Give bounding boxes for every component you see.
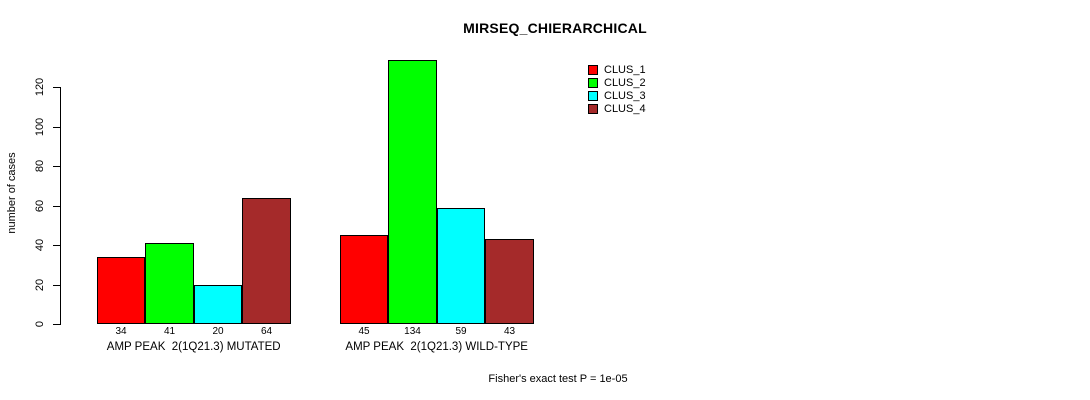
bar-clus_3-group2 [437, 208, 485, 324]
y-tick-label: 120 [34, 77, 46, 97]
bar-value-label: 43 [503, 326, 516, 337]
legend-label: CLUS_3 [604, 89, 646, 102]
legend: CLUS_1 CLUS_2 CLUS_3 CLUS_4 [588, 63, 646, 115]
chart-title: MIRSEQ_CHIERARCHICAL [463, 20, 647, 36]
y-axis-title: number of cases [6, 152, 18, 234]
bar-value-label: 134 [404, 326, 421, 337]
legend-color-swatch [588, 77, 598, 88]
bar-clus_3-group1 [194, 285, 242, 324]
fisher-test-annotation: Fisher's exact test P = 1e-05 [488, 373, 628, 385]
bar-clus_4-group1 [242, 198, 291, 324]
legend-item: CLUS_2 [588, 76, 646, 89]
bar-value-label: 59 [455, 326, 467, 337]
y-axis-line [60, 87, 61, 325]
y-tick [53, 87, 60, 88]
y-tick [53, 206, 60, 207]
legend-label: CLUS_4 [604, 102, 646, 115]
legend-item: CLUS_4 [588, 102, 646, 115]
y-tick [53, 285, 60, 286]
bar-clus_1-group1 [97, 257, 145, 324]
bar-clus_1-group2 [340, 235, 388, 324]
legend-label: CLUS_1 [604, 63, 646, 76]
bar-value-label: 34 [115, 326, 127, 337]
y-tick-label: 100 [34, 117, 46, 137]
bar-value-label: 45 [358, 326, 370, 337]
bar-clus_2-group2 [388, 60, 437, 324]
category-label-group2: AMP PEAK 2(1Q21.3) WILD-TYPE [345, 341, 528, 353]
bar-value-label: 20 [212, 326, 224, 337]
y-tick [53, 127, 60, 128]
bar-value-label: 41 [163, 326, 176, 337]
y-tick-label: 20 [34, 278, 46, 292]
bar-clus_4-group2 [485, 239, 534, 324]
legend-color-swatch [588, 64, 598, 75]
y-tick-label: 0 [34, 320, 46, 328]
y-tick-label: 60 [34, 199, 46, 213]
legend-color-swatch [588, 90, 598, 101]
y-tick-label: 40 [34, 238, 46, 252]
y-tick [53, 324, 60, 325]
bar-value-label: 64 [260, 326, 273, 337]
legend-item: CLUS_1 [588, 63, 646, 76]
y-tick [53, 166, 60, 167]
y-tick-label: 80 [34, 159, 46, 173]
legend-item: CLUS_3 [588, 89, 646, 102]
legend-color-swatch [588, 103, 598, 114]
bar-clus_2-group1 [145, 243, 194, 324]
y-tick [53, 245, 60, 246]
legend-label: CLUS_2 [604, 76, 646, 89]
category-label-group1: AMP PEAK 2(1Q21.3) MUTATED [106, 341, 281, 353]
